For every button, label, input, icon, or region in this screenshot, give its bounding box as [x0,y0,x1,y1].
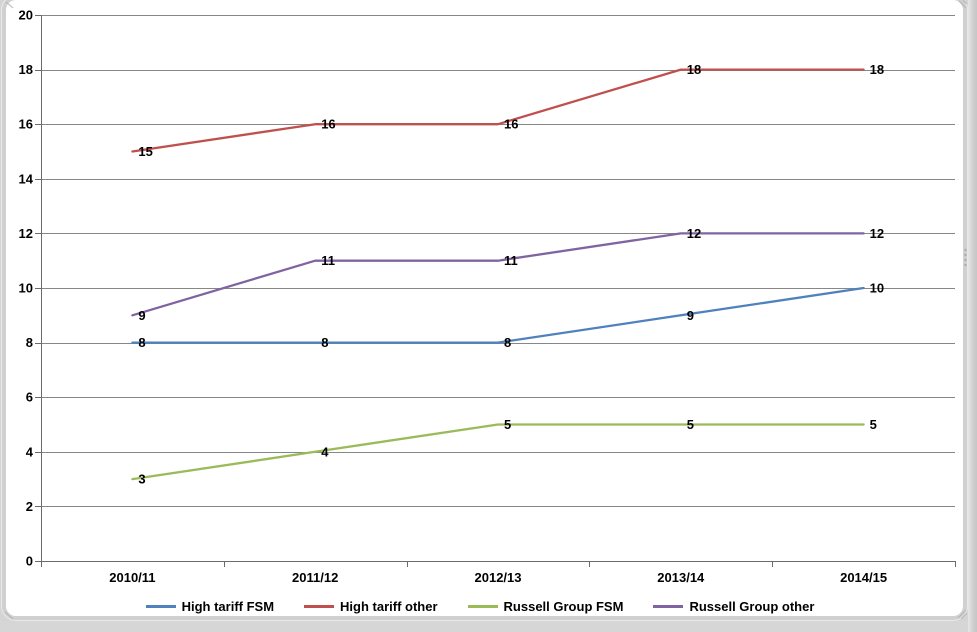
x-axis-label: 2013/14 [657,570,705,585]
series-line-high-tariff-fsm[interactable] [131,286,865,344]
legend-label: Russell Group FSM [503,598,624,614]
data-label: 5 [687,417,694,432]
y-tick-label: 18 [19,62,33,77]
legend-label: High tariff FSM [181,598,275,614]
data-label: 5 [870,417,877,432]
data-label: 9 [687,308,694,323]
legend-label: High tariff other [340,598,438,614]
legend-line-swatch [653,604,684,608]
data-label: 12 [687,226,701,241]
legend-item-russell-group-other[interactable]: Russell Group other [653,599,814,614]
legend-label: Russell Group other [689,598,815,614]
y-tick-label: 6 [26,390,33,405]
data-label: 9 [138,308,145,323]
data-label: 8 [504,335,511,350]
data-label: 12 [870,226,884,241]
data-label: 11 [321,253,335,268]
data-label: 11 [504,253,518,268]
data-label: 3 [138,472,145,487]
series-line-russell-group-fsm[interactable] [131,423,865,481]
data-label: 8 [321,335,328,350]
data-label: 5 [504,417,511,432]
chart-legend: High tariff FSM High tariff other Russell … [0,596,960,616]
y-tick-label: 14 [19,171,34,186]
series-line-high-tariff-other[interactable] [131,68,865,153]
data-label: 15 [138,144,152,159]
legend-line-swatch [145,604,176,608]
legend-item-high-tariff-fsm[interactable]: High tariff FSM [145,598,275,614]
data-label: 8 [138,335,145,350]
legend-line-swatch [304,604,335,608]
data-label: 4 [321,444,329,459]
y-tick-label: 4 [26,444,34,459]
y-tick-label: 8 [26,335,33,350]
worksheet-right-edge [968,0,977,632]
x-axis-label: 2010/11 [109,570,155,585]
legend-item-russell-group-fsm[interactable]: Russell Group FSM [467,598,624,614]
data-label: 10 [870,281,884,296]
y-tick-label: 16 [19,117,33,132]
y-tick-label: 20 [19,8,33,23]
x-axis-label: 2014/15 [840,570,887,585]
chart-object-frame[interactable] [2,0,967,620]
legend-line-swatch [467,604,498,608]
legend-item-high-tariff-other[interactable]: High tariff other [304,599,438,614]
x-axis-label: 2011/12 [292,570,338,585]
series-line-russell-group-other[interactable] [131,232,865,317]
y-tick-label: 2 [26,499,33,514]
data-label: 18 [870,62,884,77]
data-label: 16 [504,117,518,132]
worksheet-bottom-edge [0,621,968,632]
y-tick-label: 10 [19,281,33,296]
axes [35,15,956,567]
x-axis-label: 2012/13 [475,570,522,585]
data-label: 16 [321,117,335,132]
data-label: 18 [687,62,701,77]
y-tick-label: 12 [19,226,33,241]
y-tick-label: 0 [26,554,33,569]
